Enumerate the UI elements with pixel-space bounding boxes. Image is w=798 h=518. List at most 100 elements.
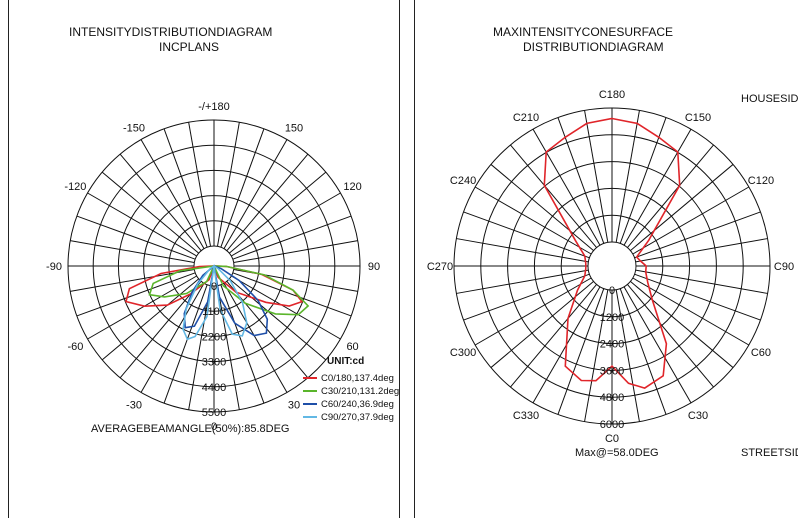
beam-angle-label: AVERAGEBEAMANGLE(50%):85.8DEG [91, 423, 289, 435]
grid-spoke [615, 110, 640, 243]
series-curve-2 [183, 264, 269, 337]
house-side-label: HOUSESIDE [741, 93, 798, 105]
radial-tick-label: 3600 [600, 365, 624, 377]
angle-tick-label: C180 [599, 89, 625, 101]
grid-spoke [231, 192, 341, 257]
legend-entry: C60/240,36.9deg [321, 399, 394, 410]
grid-spoke [615, 289, 640, 422]
grid-spoke [623, 128, 692, 246]
grid-spoke [632, 186, 750, 255]
series-curve-1 [148, 265, 310, 316]
radial-tick-label: 0 [609, 285, 615, 297]
grid-spoke [220, 128, 265, 248]
series-curve-3 [182, 264, 248, 341]
angle-tick-label: C120 [748, 175, 774, 187]
left-chart-title-line1: INTENSITYDISTRIBUTIONDIAGRAM [69, 25, 272, 39]
left-chart-panel: INTENSITYDISTRIBUTIONDIAGRAM INCPLANS -/… [8, 0, 400, 518]
right-chart-title-line1: MAXINTENSITYCONESURFACE [493, 25, 673, 39]
grid-spoke [228, 171, 327, 254]
grid-spoke [163, 284, 208, 404]
angle-tick-label: C30 [688, 410, 708, 422]
series-curve-0 [543, 117, 681, 389]
grid-spoke [456, 269, 589, 294]
grid-spoke [70, 240, 195, 264]
grid-spoke [101, 278, 200, 361]
radial-tick-label: 1100 [202, 306, 226, 318]
grid-spoke [584, 110, 609, 243]
grid-spoke [76, 215, 196, 260]
grid-spoke [87, 192, 197, 257]
grid-spoke [557, 288, 605, 415]
angle-tick-label: 60 [346, 341, 358, 353]
grid-spoke [456, 238, 589, 263]
grid-spoke [490, 164, 594, 251]
grid-spoke [635, 269, 768, 294]
radial-tick-label: 4400 [202, 382, 226, 394]
radial-tick-label: 2200 [202, 331, 226, 343]
grid-spoke [490, 281, 594, 368]
grid-spoke [474, 277, 592, 346]
angle-tick-label: C150 [685, 112, 711, 124]
radial-tick-label: 0 [211, 281, 217, 293]
grid-spoke [188, 122, 212, 247]
max-angle-label: Max@=58.0DEG [575, 447, 659, 459]
angle-tick-label: C60 [751, 347, 771, 359]
left-chart-title-line2: INCPLANS [159, 40, 219, 54]
grid-spoke [463, 211, 590, 259]
angle-tick-label: -150 [123, 122, 145, 134]
legend-entry: C90/270,37.9deg [321, 412, 394, 423]
grid-spoke [163, 128, 208, 248]
street-side-label: STREETSIDE [741, 447, 798, 459]
grid-spoke [216, 122, 240, 247]
grid-spoke [232, 272, 352, 317]
grid-spoke [632, 277, 750, 346]
grid-spoke [232, 215, 352, 260]
grid-spoke [630, 164, 734, 251]
grid-spoke [634, 273, 761, 321]
angle-tick-label: C300 [450, 347, 476, 359]
max-cone-distribution-chart: MAXINTENSITYCONESURFACE DISTRIBUTIONDIAG… [427, 25, 798, 459]
angle-tick-label: 0 [211, 421, 217, 433]
angle-tick-label: 30 [288, 400, 300, 412]
angle-tick-label: -120 [64, 181, 86, 193]
grid-spoke [623, 286, 692, 404]
grid-spoke [87, 275, 197, 340]
grid-spoke [140, 283, 205, 393]
grid-spoke [119, 280, 202, 379]
angle-tick-label: -90 [46, 261, 62, 273]
grid-spoke [223, 283, 288, 393]
intensity-distribution-chart: INTENSITYDISTRIBUTIONDIAGRAM INCPLANS -/… [46, 25, 399, 435]
grid-spoke [619, 288, 667, 415]
grid-ring [587, 241, 637, 291]
angle-tick-label: -/+180 [198, 101, 230, 113]
radial-tick-label: 1200 [600, 312, 624, 324]
grid-spoke [635, 238, 768, 263]
grid-spoke [231, 275, 341, 340]
angle-tick-label: C240 [450, 175, 476, 187]
grid-spoke [220, 284, 265, 404]
angle-tick-label: C330 [513, 410, 539, 422]
grid-spoke [474, 186, 592, 255]
angle-tick-label: C0 [605, 433, 619, 445]
grid-spoke [119, 153, 202, 252]
right-chart-title-line2: DISTRIBUTIONDIAGRAM [523, 40, 664, 54]
grid-spoke [463, 273, 590, 321]
grid-spoke [510, 284, 597, 388]
angle-tick-label: C90 [774, 261, 794, 273]
grid-spoke [619, 117, 667, 244]
grid-spoke [627, 284, 714, 388]
grid-spoke [627, 144, 714, 248]
radial-tick-label: 4800 [600, 392, 624, 404]
angle-tick-label: C270 [427, 261, 453, 273]
right-chart-panel: MAXINTENSITYCONESURFACE DISTRIBUTIONDIAG… [414, 0, 798, 518]
legend-entry: C30/210,131.2deg [321, 386, 399, 397]
grid-spoke [228, 278, 327, 361]
radial-tick-label: 3300 [202, 357, 226, 369]
grid-spoke [76, 272, 196, 317]
grid-spoke [584, 289, 609, 422]
grid-spoke [510, 144, 597, 248]
angle-tick-label: C210 [513, 112, 539, 124]
grid-spoke [226, 153, 309, 252]
legend-entry: C0/180,137.4deg [321, 373, 394, 384]
grid-spoke [216, 285, 240, 410]
